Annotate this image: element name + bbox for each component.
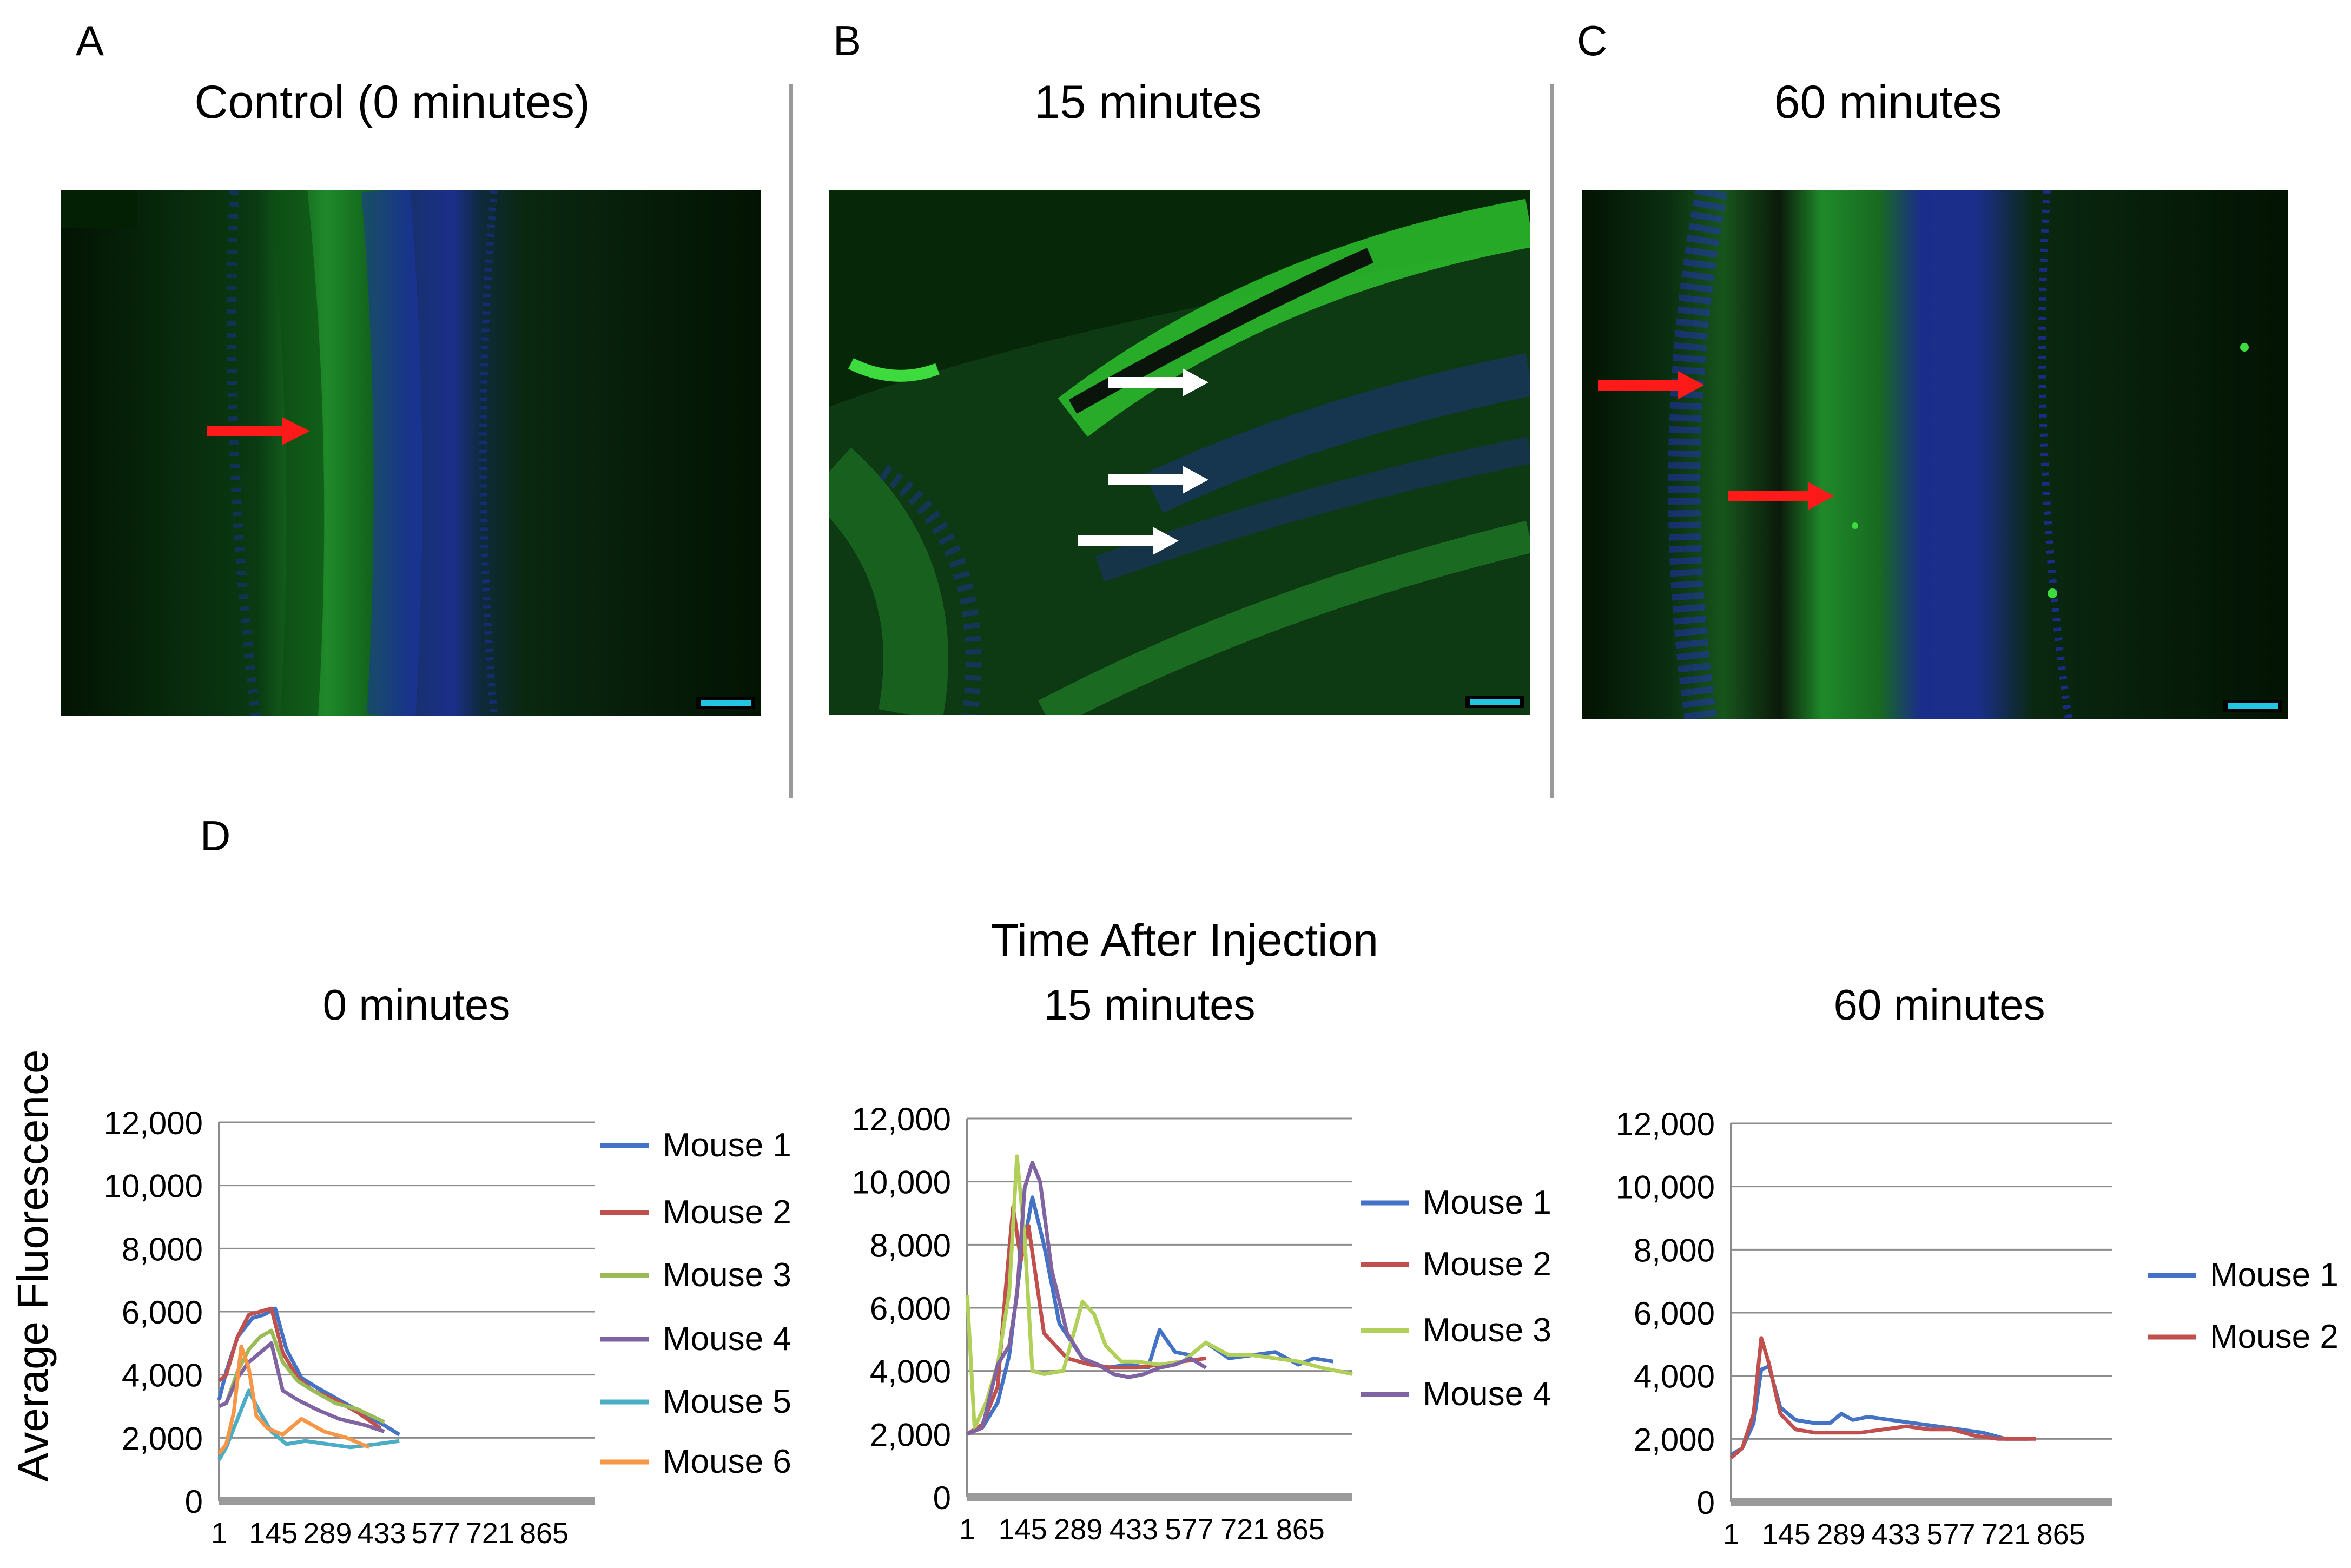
- series-line-4: [966, 1161, 1207, 1436]
- legend-label: Mouse 4: [663, 1320, 791, 1358]
- y-tick-label: 10,000: [851, 1165, 951, 1201]
- white-arrow-icon: [1108, 466, 1208, 494]
- series-line-2: [217, 1306, 382, 1430]
- legend-label: Mouse 1: [1423, 1184, 1551, 1221]
- x-tick-label: 865: [1276, 1513, 1325, 1546]
- x-tick-label: 865: [520, 1517, 569, 1550]
- micro-title-60min: 60 minutes: [1774, 76, 2002, 128]
- y-tick-label: 8,000: [1634, 1232, 1715, 1268]
- x-tick-label: 289: [1817, 1518, 1865, 1551]
- x-tick-label: 577: [1165, 1513, 1213, 1546]
- y-tick-label: 6,000: [122, 1294, 203, 1331]
- x-tick-label: 433: [1110, 1513, 1158, 1546]
- legend-label: Mouse 6: [663, 1443, 791, 1480]
- micrograph-60min: [1582, 190, 2288, 719]
- panel-label-c: C: [1577, 17, 1608, 64]
- series-line-5: [217, 1388, 400, 1461]
- x-tick-label: 433: [357, 1517, 406, 1550]
- y-tick-label: 0: [933, 1480, 951, 1516]
- y-tick-label: 0: [1697, 1485, 1715, 1521]
- white-arrow-icon: [1108, 368, 1208, 396]
- x-tick-label: 1: [959, 1513, 975, 1546]
- x-tick-label: 145: [1762, 1518, 1811, 1551]
- y-tick-label: 10,000: [103, 1168, 203, 1205]
- y-tick-label: 12,000: [103, 1105, 203, 1141]
- red-arrow-icon: [1598, 371, 1704, 399]
- legend-label: Mouse 3: [663, 1256, 791, 1294]
- y-tick-label: 8,000: [870, 1227, 951, 1263]
- micrograph-control: [61, 190, 761, 716]
- series-line-1: [1730, 1364, 2029, 1457]
- y-tick-label: 4,000: [122, 1358, 203, 1394]
- y-tick-label: 8,000: [122, 1231, 203, 1267]
- legend-label: Mouse 2: [2210, 1318, 2339, 1355]
- charts-header: Time After Injection: [991, 915, 1378, 965]
- legend-label: Mouse 2: [1423, 1246, 1551, 1283]
- y-tick-label: 6,000: [1634, 1295, 1715, 1332]
- series-line-3: [965, 1154, 1353, 1430]
- panel-label-d: D: [200, 812, 231, 859]
- legend-label: Mouse 5: [663, 1383, 791, 1420]
- series-line-6: [217, 1344, 370, 1455]
- panel-label-a: A: [76, 17, 104, 64]
- y-tick-label: 2,000: [870, 1417, 951, 1453]
- chart-title: 0 minutes: [323, 981, 511, 1029]
- series-line-3: [218, 1328, 385, 1424]
- x-tick-label: 1: [211, 1517, 227, 1550]
- micrograph-60min-image: [1582, 190, 2288, 719]
- y-tick-label: 6,000: [870, 1291, 951, 1327]
- legend-label: Mouse 3: [1423, 1312, 1551, 1349]
- panel-divider-ab: [789, 84, 793, 798]
- x-tick-label: 145: [249, 1517, 298, 1550]
- legend-label: Mouse 4: [1423, 1375, 1551, 1413]
- chart-title: 15 minutes: [1044, 981, 1255, 1029]
- y-tick-label: 12,000: [1615, 1106, 1715, 1142]
- x-tick-label: 145: [999, 1513, 1047, 1546]
- legend-label: Mouse 1: [2210, 1256, 2339, 1294]
- y-axis-label: Average Fluorescence: [9, 1050, 57, 1482]
- panel-label-b: B: [833, 17, 862, 64]
- x-tick-label: 721: [1982, 1518, 2030, 1551]
- legend-label: Mouse 2: [663, 1194, 791, 1231]
- micro-title-control: Control (0 minutes): [194, 76, 590, 128]
- y-tick-label: 4,000: [870, 1354, 951, 1390]
- chart-title: 60 minutes: [1833, 981, 2045, 1029]
- x-tick-label: 433: [1872, 1518, 1920, 1551]
- series-line-2: [1729, 1336, 2036, 1459]
- x-tick-label: 289: [303, 1517, 352, 1550]
- x-tick-label: 865: [2037, 1518, 2085, 1551]
- legend-label: Mouse 1: [663, 1127, 791, 1164]
- panel-divider-bc: [1550, 84, 1554, 798]
- x-tick-label: 721: [1220, 1513, 1269, 1546]
- y-tick-label: 4,000: [1634, 1359, 1715, 1395]
- x-tick-label: 577: [1926, 1518, 1975, 1551]
- y-tick-label: 2,000: [122, 1420, 203, 1457]
- x-tick-label: 289: [1054, 1513, 1102, 1546]
- y-tick-label: 12,000: [851, 1101, 951, 1137]
- micrograph-control-image: [61, 190, 761, 716]
- micro-title-15min: 15 minutes: [1034, 76, 1262, 128]
- y-tick-label: 2,000: [1634, 1421, 1715, 1458]
- y-tick-label: 10,000: [1615, 1169, 1715, 1206]
- red-arrow-icon: [207, 417, 310, 445]
- red-arrow-icon: [1728, 482, 1834, 510]
- y-tick-label: 0: [185, 1484, 203, 1520]
- x-tick-label: 721: [466, 1517, 514, 1550]
- x-tick-label: 1: [1723, 1518, 1739, 1551]
- micrograph-15min: [829, 190, 1530, 715]
- white-arrow-icon: [1078, 527, 1179, 555]
- x-tick-label: 577: [412, 1517, 460, 1550]
